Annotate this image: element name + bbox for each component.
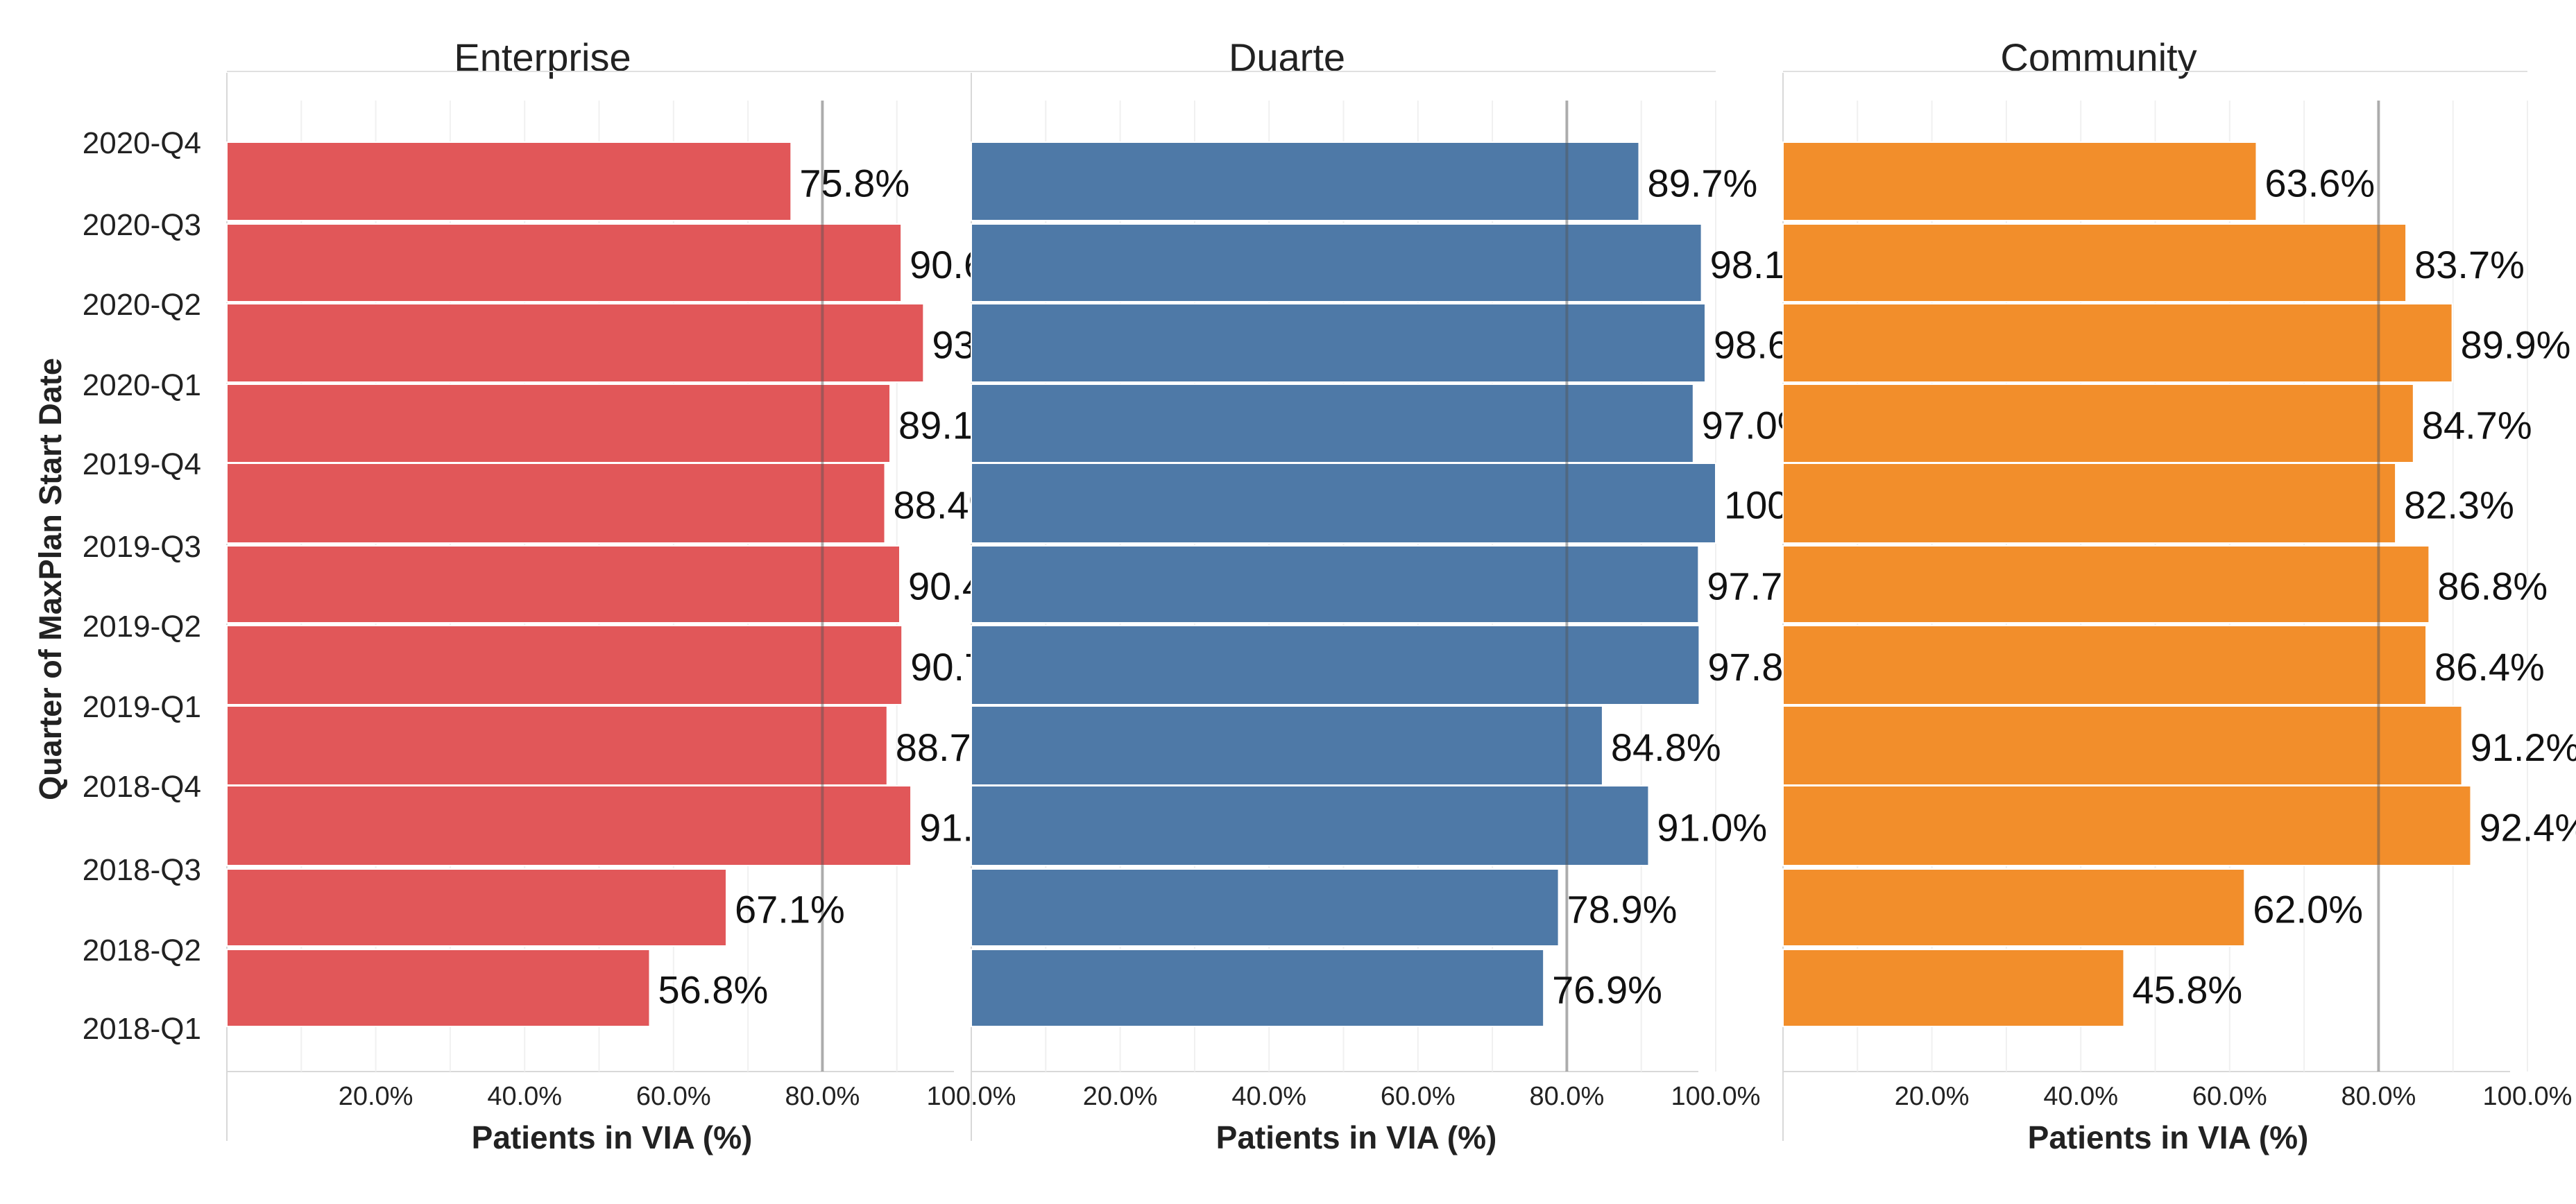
panel-duarte: Duarte89.7%98.1%98.6%97.0%100.0%97.7%97.… bbox=[971, 35, 1856, 1155]
data-label: 75.8% bbox=[799, 162, 910, 205]
bar bbox=[971, 223, 1703, 302]
data-label: 89.7% bbox=[1647, 162, 1757, 205]
category-label: 2020-Q2 bbox=[83, 288, 201, 322]
data-label: 56.8% bbox=[658, 968, 768, 1012]
y-axis-title: Quarter of MaxPlan Start Date bbox=[33, 358, 68, 800]
bar bbox=[1782, 384, 2414, 463]
bar bbox=[226, 625, 903, 705]
bar bbox=[971, 705, 1603, 786]
category-label: 2018-Q3 bbox=[83, 853, 201, 887]
data-label: 45.8% bbox=[2132, 968, 2242, 1012]
bar bbox=[971, 785, 1650, 866]
x-tick-label: 40.0% bbox=[487, 1082, 562, 1111]
bar bbox=[971, 384, 1694, 463]
x-axis-title: Patients in VIA (%) bbox=[2028, 1119, 2309, 1155]
bar bbox=[971, 545, 1700, 624]
x-tick-label: 60.0% bbox=[1381, 1082, 1456, 1111]
bar bbox=[971, 868, 1560, 947]
x-tick-label: 100.0% bbox=[2483, 1082, 2573, 1111]
x-tick-label: 100.0% bbox=[1671, 1082, 1761, 1111]
bar bbox=[226, 949, 651, 1027]
data-label: 89.9% bbox=[2461, 323, 2571, 367]
bar bbox=[1782, 785, 2472, 866]
x-tick-label: 20.0% bbox=[1895, 1082, 1970, 1111]
x-tick-label: 60.0% bbox=[2192, 1082, 2267, 1111]
bar bbox=[1782, 463, 2397, 544]
x-tick-label: 20.0% bbox=[1083, 1082, 1158, 1111]
data-label: 76.9% bbox=[1552, 968, 1662, 1012]
data-label: 84.8% bbox=[1611, 725, 1721, 769]
bar bbox=[1782, 949, 2125, 1027]
category-label: 2018-Q2 bbox=[83, 934, 201, 968]
x-tick-label: 40.0% bbox=[1231, 1082, 1306, 1111]
category-label: 2020-Q4 bbox=[83, 126, 201, 160]
x-axis-title: Patients in VIA (%) bbox=[1216, 1119, 1497, 1155]
data-label: 67.1% bbox=[735, 888, 845, 931]
bar bbox=[971, 625, 1700, 705]
category-label: 2020-Q3 bbox=[83, 208, 201, 242]
panel-enterprise: Enterprise75.8%90.6%93.6%89.1%88.4%90.4%… bbox=[226, 35, 1042, 1155]
bar bbox=[1782, 141, 2258, 221]
category-label: 2018-Q4 bbox=[83, 770, 201, 804]
x-axis-title: Patients in VIA (%) bbox=[472, 1119, 753, 1155]
category-label: 2020-Q1 bbox=[83, 368, 201, 402]
bar bbox=[1782, 545, 2430, 624]
bar bbox=[226, 868, 727, 947]
bar bbox=[226, 705, 888, 786]
x-tick-label: 20.0% bbox=[339, 1082, 413, 1111]
bar bbox=[1782, 705, 2463, 786]
bar bbox=[226, 785, 912, 866]
data-label: 82.3% bbox=[2404, 483, 2514, 527]
bar bbox=[226, 223, 903, 302]
bar bbox=[226, 384, 892, 463]
bar bbox=[1782, 625, 2428, 705]
bar bbox=[226, 545, 901, 624]
data-label: 92.4% bbox=[2479, 806, 2576, 850]
data-label: 62.0% bbox=[2253, 888, 2363, 931]
panel-title: Enterprise bbox=[454, 35, 631, 79]
bar bbox=[1782, 223, 2407, 302]
bar bbox=[971, 303, 1706, 383]
category-label: 2019-Q2 bbox=[83, 610, 201, 644]
bar bbox=[226, 141, 792, 221]
category-label: 2019-Q1 bbox=[83, 690, 201, 724]
bar bbox=[971, 141, 1640, 221]
x-tick-label: 80.0% bbox=[2342, 1082, 2416, 1111]
data-label: 91.0% bbox=[1657, 806, 1767, 850]
category-label: 2019-Q4 bbox=[83, 447, 201, 481]
bar bbox=[971, 463, 1716, 544]
data-label: 86.8% bbox=[2437, 565, 2548, 608]
bar bbox=[971, 949, 1545, 1027]
x-tick-label: 60.0% bbox=[636, 1082, 711, 1111]
data-label: 84.7% bbox=[2422, 404, 2532, 447]
data-label: 83.7% bbox=[2414, 243, 2525, 286]
x-tick-label: 80.0% bbox=[1530, 1082, 1605, 1111]
data-label: 86.4% bbox=[2434, 645, 2545, 689]
data-label: 63.6% bbox=[2264, 162, 2375, 205]
data-label: 78.9% bbox=[1567, 888, 1678, 931]
panel-title: Duarte bbox=[1229, 35, 1345, 79]
category-label: 2019-Q3 bbox=[83, 530, 201, 564]
data-label: 91.2% bbox=[2471, 725, 2576, 769]
x-tick-label: 80.0% bbox=[785, 1082, 860, 1111]
panel-title: Community bbox=[2000, 35, 2197, 79]
bar bbox=[1782, 868, 2246, 947]
category-label: 2018-Q1 bbox=[83, 1012, 201, 1046]
panel-community: Community 63.6% 83.7% 89.9% 84.7% 82.3% 86.8% 8… bbox=[1782, 35, 2576, 1155]
bar bbox=[226, 463, 886, 544]
bar bbox=[226, 303, 925, 383]
x-tick-label: 40.0% bbox=[2043, 1082, 2118, 1111]
bar bbox=[1782, 303, 2453, 383]
